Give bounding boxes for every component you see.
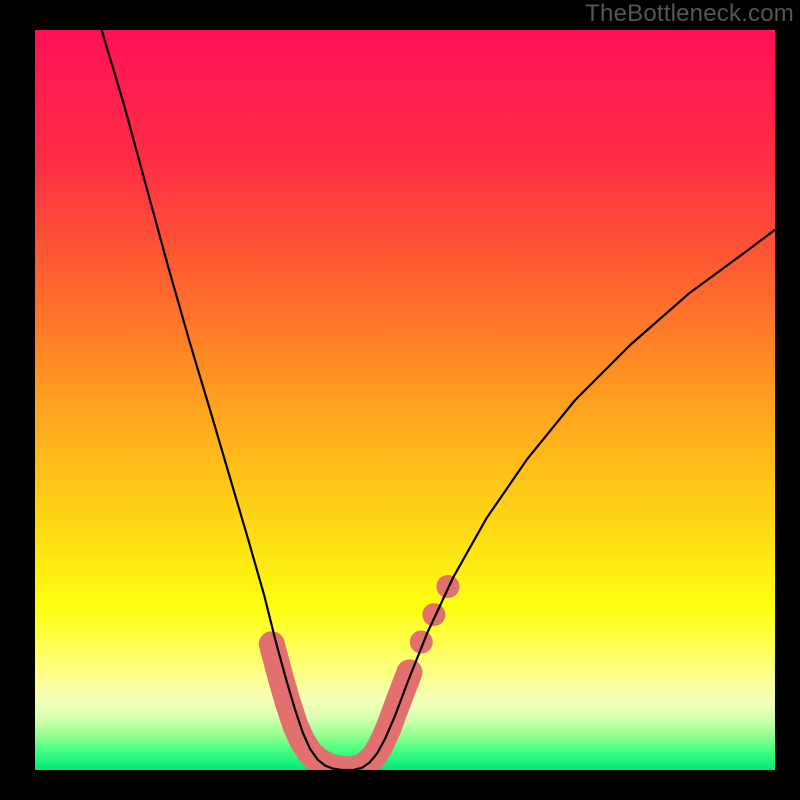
watermark-label: TheBottleneck.com — [585, 0, 794, 28]
plot-area — [35, 30, 775, 770]
marker-layer — [272, 575, 460, 769]
marker-pill — [272, 644, 410, 769]
chart-svg — [35, 30, 775, 770]
bottleneck-curve — [102, 30, 775, 770]
marker-dot — [422, 603, 445, 626]
chart-frame — [0, 0, 800, 800]
